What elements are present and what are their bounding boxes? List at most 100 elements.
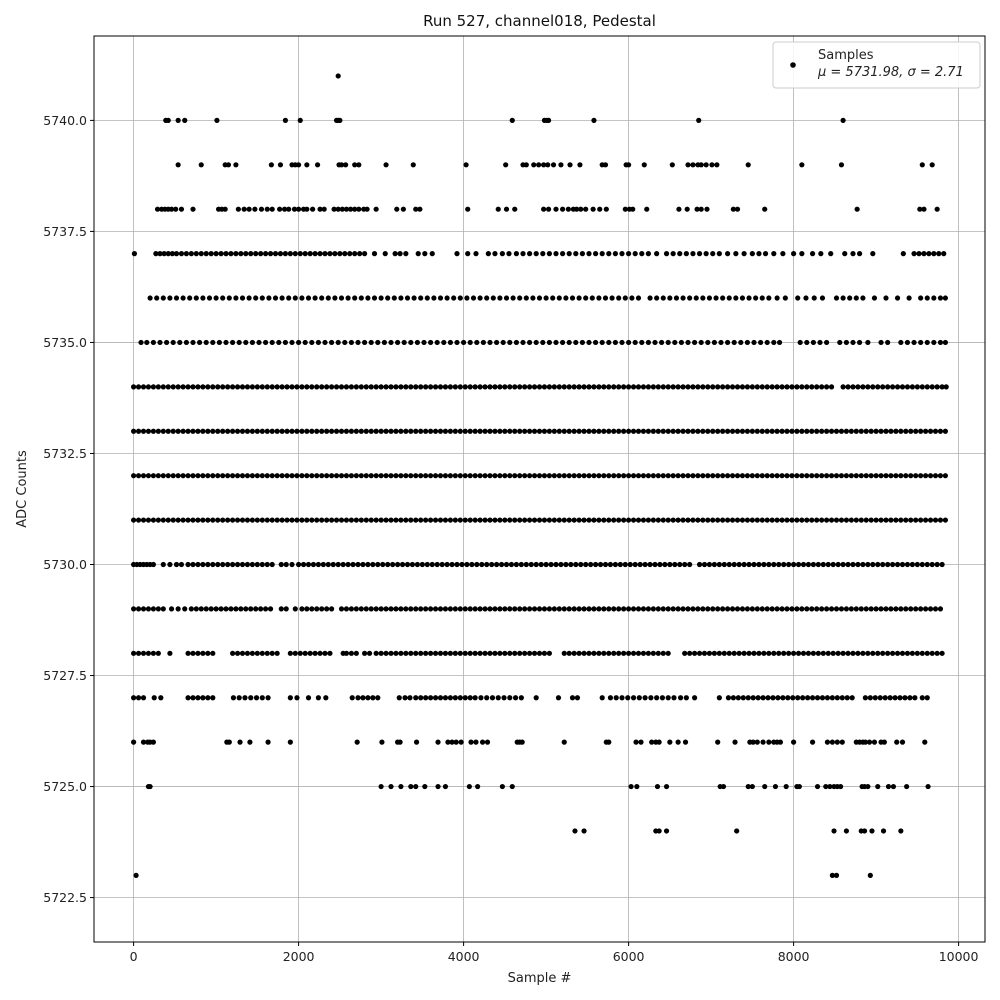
data-point — [536, 384, 543, 390]
data-point — [185, 428, 191, 434]
data-point — [234, 473, 241, 479]
data-point — [636, 695, 642, 701]
data-point — [150, 517, 156, 523]
data-point — [135, 384, 142, 390]
data-point — [828, 517, 835, 523]
data-point — [644, 206, 650, 212]
data-point — [611, 384, 617, 390]
data-point — [131, 606, 137, 612]
data-point — [781, 650, 787, 656]
data-point — [398, 384, 404, 390]
data-point — [716, 695, 722, 701]
data-point — [730, 206, 736, 212]
data-point — [649, 739, 655, 745]
data-point — [509, 117, 515, 123]
data-point — [200, 517, 206, 523]
data-point — [635, 384, 642, 390]
data-point — [343, 650, 350, 656]
data-point — [561, 517, 567, 523]
data-point — [734, 828, 740, 834]
data-point — [612, 251, 619, 257]
data-point — [830, 650, 836, 656]
data-point — [324, 428, 330, 434]
data-point — [913, 473, 919, 479]
data-point — [161, 251, 167, 257]
data-point — [457, 473, 463, 479]
data-point — [675, 384, 681, 390]
data-point — [791, 739, 797, 745]
data-point — [586, 339, 592, 346]
data-point — [733, 251, 739, 257]
data-point — [338, 517, 345, 523]
data-point — [586, 517, 592, 523]
data-point — [305, 561, 312, 568]
data-point — [230, 428, 236, 434]
data-point — [373, 517, 379, 523]
data-point — [135, 428, 142, 434]
data-point — [220, 295, 226, 301]
data-point — [304, 384, 310, 390]
data-point — [790, 695, 796, 701]
data-point — [791, 561, 797, 568]
data-point — [715, 517, 721, 523]
data-point — [340, 561, 346, 568]
data-point — [659, 339, 665, 346]
data-point — [178, 206, 185, 212]
data-point — [243, 606, 249, 612]
data-point — [843, 828, 850, 834]
data-point — [195, 517, 201, 523]
data-point — [845, 384, 851, 390]
data-point — [804, 473, 810, 479]
data-point — [442, 384, 449, 390]
data-point — [378, 384, 384, 390]
data-point — [696, 117, 702, 123]
data-point — [347, 206, 354, 212]
data-point — [591, 473, 597, 479]
data-point — [607, 695, 614, 701]
data-point — [858, 606, 864, 612]
data-point — [894, 295, 901, 301]
data-point — [170, 428, 176, 434]
data-point — [315, 561, 321, 568]
data-point — [259, 428, 265, 434]
data-point — [226, 295, 232, 301]
data-point — [898, 473, 904, 479]
data-point — [370, 561, 376, 568]
data-point — [825, 650, 831, 656]
data-point — [566, 251, 572, 257]
data-point — [726, 650, 732, 656]
data-point — [882, 695, 888, 701]
data-point — [465, 206, 471, 212]
data-point — [175, 428, 181, 434]
data-point — [840, 117, 846, 123]
data-point — [800, 650, 807, 656]
data-point — [345, 561, 351, 568]
data-point — [216, 339, 222, 346]
data-point — [875, 561, 881, 568]
data-point — [923, 473, 929, 479]
data-point — [541, 206, 547, 212]
data-point — [789, 473, 795, 479]
data-point — [215, 428, 221, 434]
data-point — [918, 295, 924, 301]
data-point — [437, 517, 444, 523]
data-point — [531, 606, 538, 612]
data-point — [371, 295, 378, 301]
data-point — [383, 384, 389, 390]
data-point — [437, 695, 444, 701]
data-point — [358, 428, 364, 434]
data-point — [730, 695, 736, 701]
data-point — [657, 561, 663, 568]
data-point — [907, 695, 913, 701]
data-point — [571, 517, 577, 523]
data-point — [611, 650, 617, 656]
data-point — [898, 339, 904, 346]
data-point — [797, 339, 803, 346]
data-point — [319, 384, 325, 390]
data-point — [157, 251, 163, 257]
data-point — [868, 428, 874, 434]
data-point — [394, 206, 400, 212]
data-point — [937, 517, 944, 523]
data-point — [314, 162, 321, 168]
y-tick-label: 5737.5 — [43, 224, 87, 239]
